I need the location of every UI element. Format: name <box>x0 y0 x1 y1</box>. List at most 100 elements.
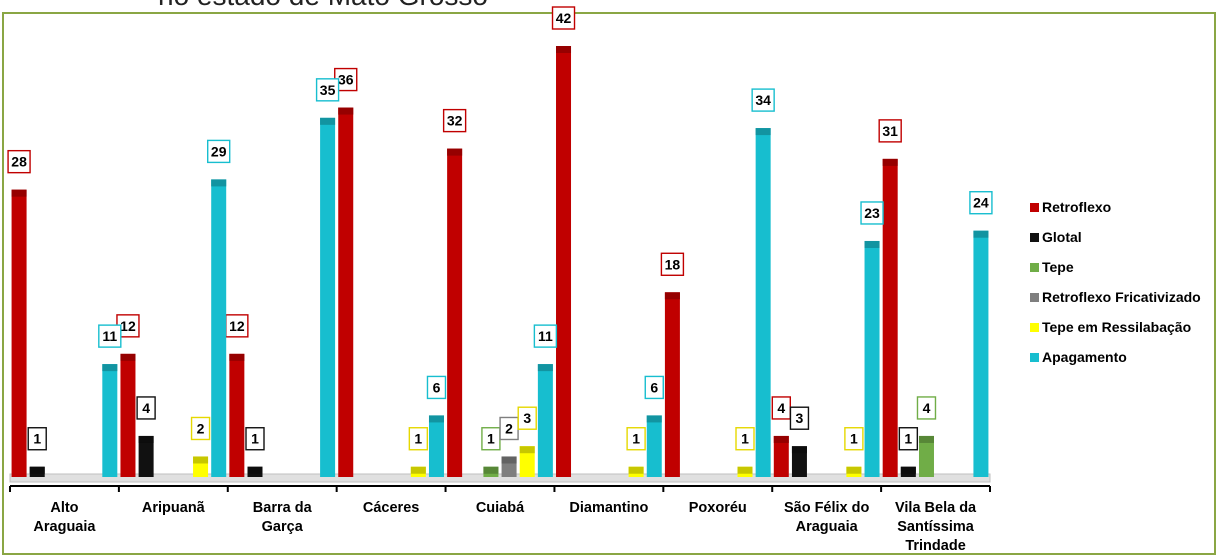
data-label-box <box>660 252 685 276</box>
data-label: 3 <box>796 410 804 426</box>
bar-top-cap <box>193 456 209 464</box>
bar-top-cap <box>320 117 336 125</box>
bar-top-cap <box>773 435 789 443</box>
data-label: 6 <box>433 379 441 395</box>
data-label-box <box>136 396 156 420</box>
data-label: 12 <box>120 318 136 334</box>
bar-apagamento <box>211 179 227 477</box>
bar-top-cap <box>211 179 227 187</box>
bar-apagamento <box>973 230 989 477</box>
data-label: 4 <box>142 400 150 416</box>
bar-top-cap <box>501 456 517 464</box>
x-tick-label: Alto <box>50 500 78 516</box>
bar-top-cap <box>338 107 354 115</box>
data-label-box <box>789 406 810 430</box>
data-label: 32 <box>447 113 463 129</box>
bar-apagamento <box>102 364 118 477</box>
data-label-box <box>190 416 211 441</box>
legend-swatch <box>1030 323 1039 332</box>
chart-floor <box>9 473 991 483</box>
bar-apagamento <box>537 364 553 477</box>
bar-top-cap <box>447 148 463 156</box>
data-label: 2 <box>197 420 205 436</box>
bar-top-cap <box>737 466 753 474</box>
bar-apagamento <box>755 128 771 477</box>
bar-top-cap <box>483 466 499 474</box>
data-label: 1 <box>33 431 41 447</box>
bar-top-cap <box>428 415 444 423</box>
data-label-box <box>245 427 265 451</box>
legend-swatch <box>1030 203 1039 212</box>
data-label: 35 <box>320 82 336 98</box>
data-label-box <box>533 324 558 348</box>
legend-label: Retroflexo Fricativizado <box>1042 289 1201 305</box>
data-label-box <box>442 108 467 133</box>
legend-label: Tepe em Ressilabação <box>1042 319 1191 335</box>
data-label-box <box>207 139 231 164</box>
data-label-box <box>551 6 576 30</box>
x-tick-label: Diamantino <box>569 500 648 516</box>
bar-apagamento <box>320 117 336 477</box>
data-label-box <box>408 427 429 451</box>
data-label-box <box>751 88 775 112</box>
data-label: 11 <box>102 328 117 344</box>
data-label: 1 <box>414 431 422 447</box>
data-label: 2 <box>505 420 513 436</box>
data-label-box <box>916 396 937 420</box>
x-tick-label: Vila Bela da <box>895 500 977 516</box>
bar-tepe <box>918 435 934 477</box>
x-tick-label: Aripuanã <box>142 500 206 516</box>
x-tick-label: Barra da <box>253 500 313 516</box>
chart-frame <box>2 12 1216 555</box>
bar-retroflexo <box>447 148 463 477</box>
legend-swatch <box>1030 293 1039 302</box>
bar-apagamento <box>428 415 444 477</box>
bar-glotal <box>791 446 807 477</box>
data-label: 42 <box>556 10 572 26</box>
legend: Retroflexo Glotal Tepe Retroflexo Fricativi… <box>1030 199 1201 365</box>
x-tick-label: Cáceres <box>363 500 419 516</box>
data-label-box <box>878 119 902 143</box>
x-tick-label: São Félix do <box>784 500 870 516</box>
bar-top-cap <box>102 364 118 372</box>
x-tick-label: Garça <box>262 519 304 535</box>
bar-retroflexo <box>882 158 898 477</box>
data-label-box <box>98 324 122 348</box>
data-label-box <box>7 149 31 174</box>
legend-swatch <box>1030 353 1039 362</box>
data-label: 4 <box>923 400 931 416</box>
bar-retroflexo <box>120 353 136 477</box>
bar-top-cap <box>120 353 136 361</box>
bar-top-cap <box>247 466 263 474</box>
bar-apagamento <box>864 240 880 477</box>
data-label: 11 <box>538 328 553 344</box>
bar-apagamento <box>646 415 662 477</box>
data-label-box <box>626 427 646 451</box>
bar-top-cap <box>973 230 989 238</box>
data-label: 1 <box>251 431 259 447</box>
bar-retroflexo <box>338 107 354 478</box>
bar-top-cap <box>138 435 154 443</box>
data-label: 6 <box>650 379 658 395</box>
data-label-box <box>644 375 664 400</box>
bar-top-cap <box>537 364 553 372</box>
bar-top-cap <box>29 466 45 474</box>
data-label-box <box>898 427 919 451</box>
bar-top-cap <box>755 128 771 136</box>
data-label: 28 <box>11 154 27 170</box>
data-label-box <box>27 427 47 451</box>
bar-top-cap <box>918 435 934 443</box>
data-label: 18 <box>665 256 681 272</box>
data-label-box <box>426 375 447 400</box>
bar-retroflexo <box>773 435 789 477</box>
data-label: 4 <box>777 400 785 416</box>
data-label: 24 <box>973 195 989 211</box>
bar-top-cap <box>229 353 245 361</box>
data-label: 36 <box>338 72 354 88</box>
bar-top-cap <box>556 46 572 53</box>
bar-top-cap <box>791 446 807 454</box>
bar-top-cap <box>900 466 916 474</box>
bar-retroflexo <box>556 46 572 477</box>
bar-top-cap <box>864 240 880 248</box>
x-tick-label: Poxoréu <box>689 500 747 516</box>
